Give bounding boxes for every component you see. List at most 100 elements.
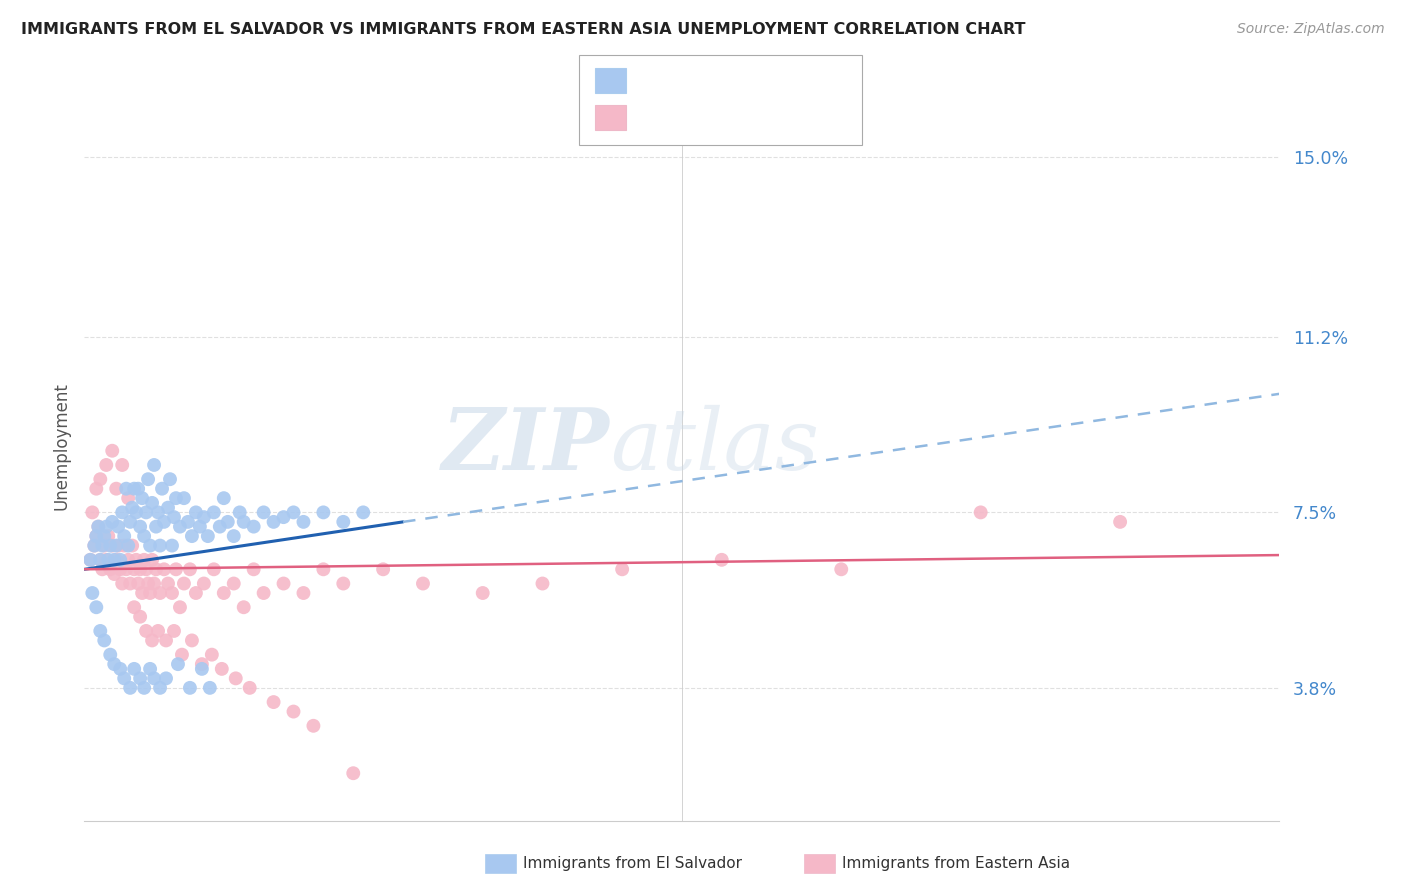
Point: [830, 562, 852, 576]
Point: [110, 662, 132, 676]
Point: [165, 562, 187, 576]
Point: [122, 662, 145, 676]
Point: [111, 505, 134, 519]
Point: [129, 609, 152, 624]
Point: [87, 519, 110, 533]
Point: [710, 553, 733, 567]
Point: [167, 657, 190, 672]
Point: [155, 633, 177, 648]
Point: [135, 624, 157, 638]
Point: [157, 500, 180, 515]
Point: [103, 657, 125, 672]
Point: [98, 648, 121, 662]
Point: [217, 515, 239, 529]
Point: [132, 529, 156, 543]
Point: [101, 515, 124, 529]
Point: [471, 586, 494, 600]
Point: [155, 672, 177, 686]
Point: [125, 553, 148, 567]
Point: [103, 567, 125, 582]
Point: [120, 576, 142, 591]
Point: [179, 681, 201, 695]
Point: [101, 539, 124, 553]
Point: [111, 576, 134, 591]
Point: [412, 576, 434, 591]
Point: [222, 576, 245, 591]
Point: [159, 472, 181, 486]
Point: [202, 562, 225, 576]
Text: IMMIGRANTS FROM EL SALVADOR VS IMMIGRANTS FROM EASTERN ASIA UNEMPLOYMENT CORRELA: IMMIGRANTS FROM EL SALVADOR VS IMMIGRANT…: [21, 22, 1025, 37]
Point: [83, 539, 105, 553]
Point: [312, 505, 335, 519]
Point: [197, 529, 219, 543]
Point: [170, 648, 193, 662]
Point: [93, 539, 115, 553]
Point: [145, 562, 167, 576]
Point: [612, 562, 634, 576]
Point: [129, 562, 152, 576]
Point: [208, 519, 231, 533]
Point: [173, 576, 195, 591]
Point: [129, 672, 152, 686]
Point: [239, 681, 262, 695]
Point: [82, 586, 104, 600]
Point: [163, 510, 186, 524]
Point: [79, 553, 101, 567]
Point: [139, 662, 162, 676]
Point: [179, 562, 201, 576]
Text: atlas: atlas: [610, 405, 820, 487]
Point: [110, 562, 132, 576]
Point: [191, 657, 214, 672]
Point: [139, 539, 162, 553]
Text: R = 0.020: R = 0.020: [637, 109, 720, 127]
Point: [101, 443, 124, 458]
Point: [96, 519, 118, 533]
Text: Source: ZipAtlas.com: Source: ZipAtlas.com: [1237, 22, 1385, 37]
Text: Immigrants from Eastern Asia: Immigrants from Eastern Asia: [842, 856, 1070, 871]
Point: [107, 539, 129, 553]
Point: [86, 600, 108, 615]
Point: [143, 576, 166, 591]
Point: [91, 562, 114, 576]
Point: [89, 624, 111, 638]
Point: [129, 519, 152, 533]
Point: [136, 576, 159, 591]
Point: [273, 510, 295, 524]
Point: [139, 586, 162, 600]
Point: [127, 482, 149, 496]
Point: [135, 562, 157, 576]
Point: [273, 576, 295, 591]
Point: [312, 562, 335, 576]
Point: [125, 505, 148, 519]
Point: [98, 562, 121, 576]
Point: [131, 586, 153, 600]
Text: R = 0.080: R = 0.080: [637, 71, 720, 89]
Point: [181, 633, 204, 648]
Point: [103, 553, 125, 567]
Point: [150, 482, 173, 496]
Text: N = 86: N = 86: [745, 71, 803, 89]
Point: [211, 662, 233, 676]
Point: [169, 519, 191, 533]
Point: [292, 586, 315, 600]
Point: [242, 519, 264, 533]
Point: [302, 719, 325, 733]
Text: ZIP: ZIP: [443, 404, 610, 488]
Point: [131, 491, 153, 505]
Point: [96, 458, 118, 472]
Point: [86, 529, 108, 543]
Point: [201, 648, 224, 662]
Point: [153, 515, 176, 529]
Point: [87, 519, 110, 533]
Point: [253, 505, 276, 519]
Point: [160, 539, 183, 553]
Point: [253, 586, 276, 600]
Point: [160, 586, 183, 600]
Point: [169, 600, 191, 615]
Point: [232, 515, 254, 529]
Point: [153, 562, 176, 576]
Point: [97, 553, 120, 567]
Point: [89, 553, 111, 567]
Point: [112, 529, 135, 543]
Point: [105, 539, 128, 553]
